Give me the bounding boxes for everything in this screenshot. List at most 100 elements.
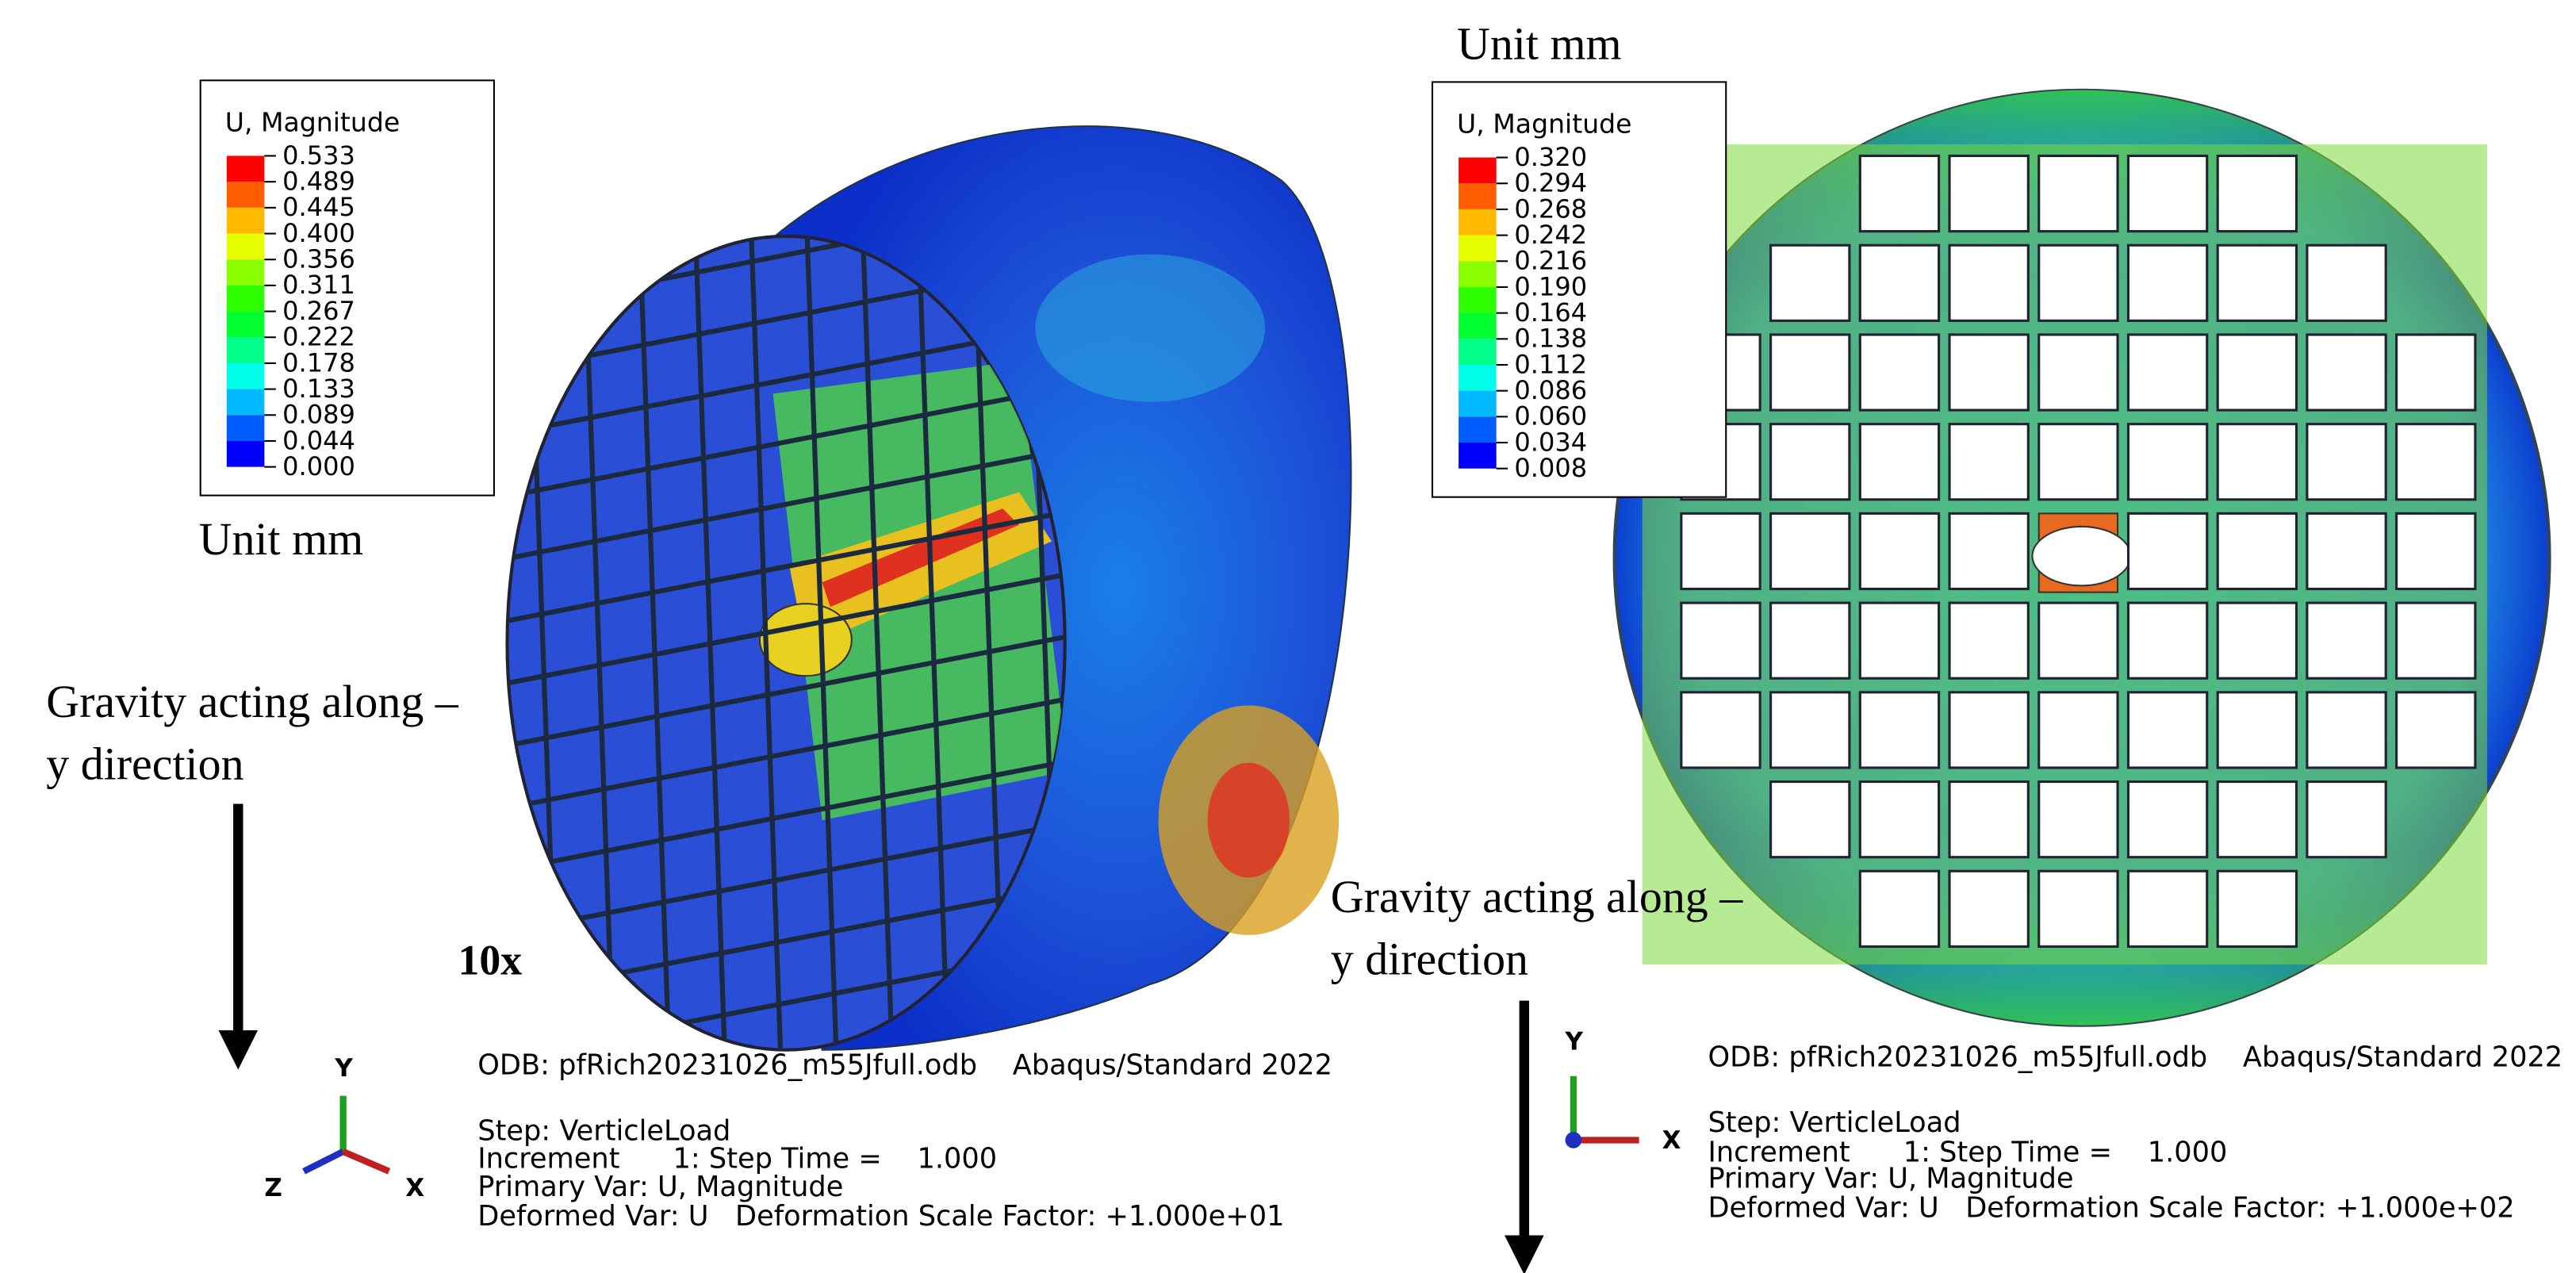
window — [2307, 424, 2386, 500]
window — [1949, 335, 2028, 410]
window — [1949, 603, 2028, 678]
window — [1860, 513, 1938, 589]
legend-swatch — [227, 337, 265, 363]
window — [2128, 335, 2206, 410]
legend-swatch — [1459, 365, 1497, 391]
legend-swatch — [227, 389, 265, 416]
legend-swatch — [1459, 443, 1497, 469]
window — [1771, 513, 1850, 589]
window — [2218, 424, 2296, 500]
window — [2397, 335, 2475, 410]
legend-swatch — [227, 441, 265, 467]
legend-swatch — [1459, 313, 1497, 339]
window — [2039, 335, 2118, 410]
window — [2307, 692, 2386, 768]
window — [2218, 513, 2296, 589]
window — [1860, 692, 1938, 768]
unit-label: Unit mm — [1457, 17, 1622, 69]
window — [1949, 782, 2028, 857]
window — [2039, 871, 2118, 946]
window — [2397, 603, 2475, 678]
info-line: ODB: pfRich20231026_m55Jfull.odb Abaqus/… — [477, 1049, 1332, 1082]
window — [2218, 603, 2296, 678]
window — [2128, 155, 2206, 231]
window — [1860, 424, 1938, 500]
info-line: Primary Var: U, Magnitude — [1708, 1162, 2073, 1194]
info-line: Deformed Var: U Deformation Scale Factor… — [1708, 1192, 2514, 1225]
window — [2218, 871, 2296, 946]
gravity-note: Gravity acting along – — [1331, 871, 1743, 922]
window — [2397, 692, 2475, 768]
window — [2128, 603, 2206, 678]
legend-swatch — [1459, 183, 1497, 209]
window — [2307, 782, 2386, 857]
window — [1949, 871, 2028, 946]
window — [1949, 245, 2028, 320]
unit-label: Unit mm — [199, 513, 364, 565]
window — [2128, 513, 2206, 589]
legend-swatch — [1459, 391, 1497, 417]
legend-swatch — [227, 155, 265, 182]
triad-label: Z — [264, 1174, 282, 1202]
legend-swatch — [227, 182, 265, 208]
gravity-note: y direction — [46, 738, 243, 789]
legend-swatch — [227, 259, 265, 286]
window — [2218, 692, 2296, 768]
legend-swatch — [227, 234, 265, 260]
legend-swatch — [227, 363, 265, 389]
window — [2307, 335, 2386, 410]
legend-value: 0.008 — [1514, 453, 1587, 483]
triad-label: Y — [1565, 1028, 1584, 1056]
window — [2128, 692, 2206, 768]
window — [1771, 782, 1850, 857]
legend-swatch — [227, 208, 265, 234]
triad-label: Y — [334, 1054, 353, 1083]
gravity-note: Gravity acting along – — [46, 676, 458, 727]
window — [1771, 245, 1850, 320]
legend-swatch — [1459, 158, 1497, 184]
window — [1860, 782, 1938, 857]
window — [1860, 245, 1938, 320]
disk-model — [1615, 90, 2550, 1026]
drum-model — [494, 126, 1351, 1122]
scale-note: 10x — [458, 937, 522, 984]
info-line: ODB: pfRich20231026_m55Jfull.odb Abaqus/… — [1708, 1041, 2563, 1073]
window — [2039, 692, 2118, 768]
center-hole — [2032, 527, 2130, 585]
window — [1949, 155, 2028, 231]
window — [2039, 245, 2118, 320]
legend-title: U, Magnitude — [1457, 109, 1631, 140]
legend-swatch — [1459, 339, 1497, 365]
legend-swatch — [227, 312, 265, 338]
window — [1860, 155, 1938, 231]
window — [1681, 513, 1760, 589]
legend-swatch — [227, 286, 265, 312]
legend-swatch — [1459, 416, 1497, 443]
legend-title: U, Magnitude — [225, 106, 400, 137]
triad-label: X — [405, 1174, 424, 1202]
window — [2128, 782, 2206, 857]
triad-origin — [1566, 1132, 1582, 1148]
window — [1681, 692, 1760, 768]
legend-swatch — [1459, 236, 1497, 262]
window — [2039, 782, 2118, 857]
window — [1949, 692, 2028, 768]
window — [2128, 245, 2206, 320]
window — [2218, 335, 2296, 410]
window — [2218, 782, 2296, 857]
info-line: Primary Var: U, Magnitude — [477, 1171, 843, 1203]
legend-swatch — [1459, 261, 1497, 287]
window — [1949, 424, 2028, 500]
window — [1860, 335, 1938, 410]
window — [2307, 603, 2386, 678]
window — [1860, 871, 1938, 946]
window — [1771, 692, 1850, 768]
window — [2218, 245, 2296, 320]
legend-swatch — [1459, 287, 1497, 313]
window — [2128, 424, 2206, 500]
legend-swatch — [1459, 209, 1497, 236]
window — [1949, 513, 2028, 589]
window — [2307, 513, 2386, 589]
info-line: Step: VerticleLoad — [1708, 1106, 1961, 1139]
figure: U, Magnitude0.5330.4890.4450.4000.3560.3… — [0, 0, 2576, 1273]
